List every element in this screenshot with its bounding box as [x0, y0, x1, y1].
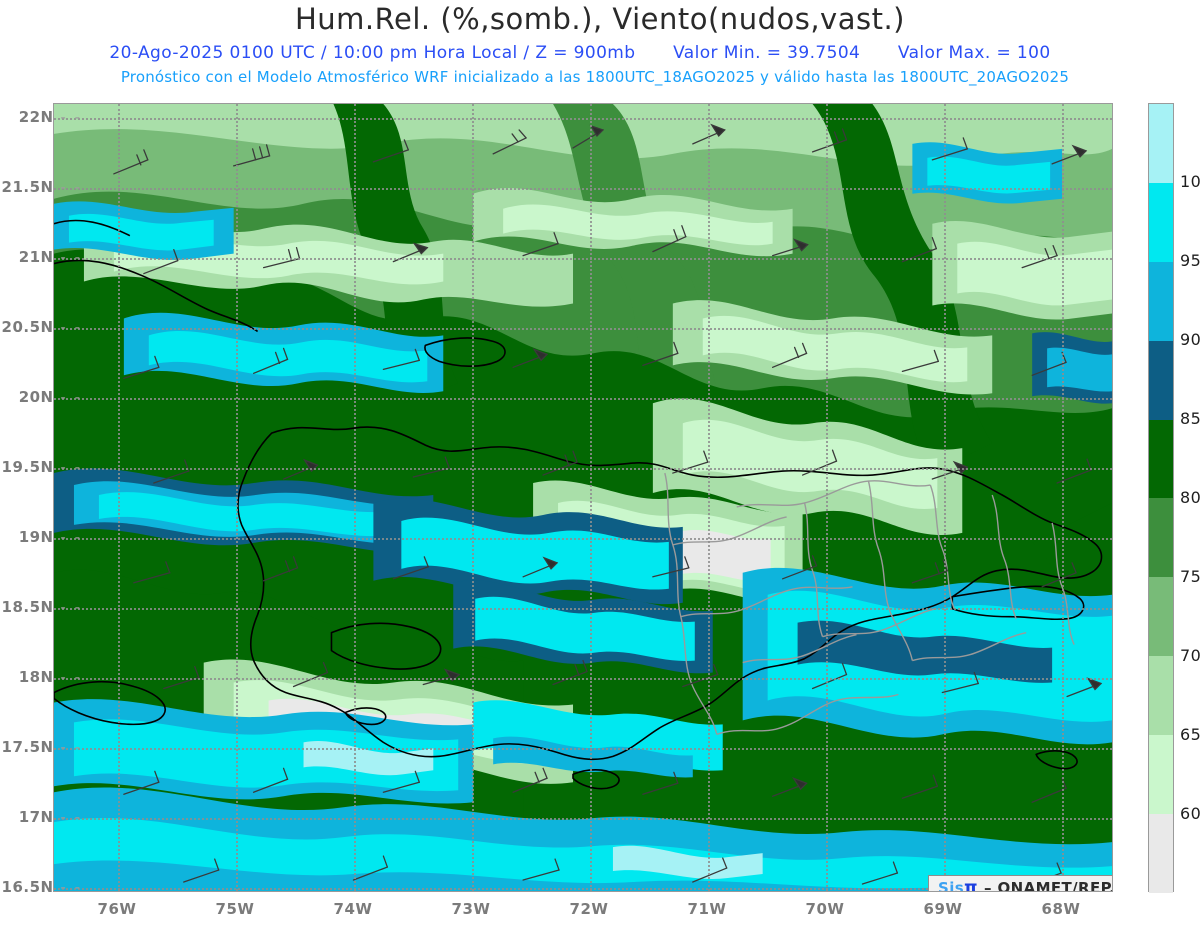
y-tick-label: 22N - - — [18, 108, 82, 126]
y-tick-label: 21.5N - - — [1, 178, 82, 196]
y-tick-label: 17N - - — [18, 808, 82, 826]
colorbar-band — [1149, 735, 1173, 815]
x-tick-label: 75W — [215, 900, 255, 918]
y-tick-label: 18N - - — [18, 668, 82, 686]
colorbar-tick-label: 100 — [1180, 172, 1200, 191]
y-tick-label: 19N - - — [18, 528, 82, 546]
y-tick-label: 19.5N - - — [1, 458, 82, 476]
colorbar-tick-label: 70 — [1180, 646, 1200, 665]
value-min: Valor Min. = 39.7504 — [673, 43, 861, 63]
forecast-datetime: 20-Ago-2025 0100 UTC / 10:00 pm Hora Loc… — [109, 43, 636, 63]
x-tick-label: 69W — [923, 900, 963, 918]
colorbar-band — [1149, 261, 1173, 341]
logo-pi-icon: π — [964, 878, 978, 892]
colorbar-tick-label: 80 — [1180, 488, 1200, 507]
colorbar-band — [1149, 419, 1173, 499]
y-tick-label: 17.5N - - — [1, 738, 82, 756]
y-tick-label: 21N - - — [18, 248, 82, 266]
header-subline-2: Pronóstico con el Modelo Atmosférico WRF… — [120, 68, 1070, 86]
value-max: Valor Max. = 100 — [897, 43, 1051, 63]
humidity-contour-svg — [54, 104, 1112, 891]
x-tick-label: 74W — [333, 900, 373, 918]
y-tick-label: 20.5N - - — [1, 318, 82, 336]
y-tick-label: 18.5N - - — [1, 598, 82, 616]
x-tick-label: 70W — [805, 900, 845, 918]
x-tick-label: 71W — [687, 900, 727, 918]
logo-sis-text: Sis — [938, 879, 965, 892]
colorbar — [1148, 103, 1174, 893]
colorbar-band — [1149, 577, 1173, 657]
colorbar-band — [1149, 340, 1173, 420]
chart-header: Hum.Rel. (%,somb.), Viento(nudos,vast.) … — [0, 0, 1200, 95]
colorbar-band — [1149, 656, 1173, 736]
colorbar-band — [1149, 104, 1173, 183]
colorbar-band — [1149, 814, 1173, 893]
x-tick-label: 76W — [97, 900, 137, 918]
logo-org-text: – ONAMET/REP.DOM. — [983, 879, 1113, 892]
colorbar-tick-label: 75 — [1180, 567, 1200, 586]
header-subline-1: 20-Ago-2025 0100 UTC / 10:00 pm Hora Loc… — [0, 43, 1160, 63]
colorbar-tick-label: 95 — [1180, 251, 1200, 270]
colorbar-tick-label: 60 — [1180, 804, 1200, 823]
colorbar-tick-label: 65 — [1180, 725, 1200, 744]
colorbar-tick-label: 90 — [1180, 330, 1200, 349]
colorbar-tick-label: 85 — [1180, 409, 1200, 428]
colorbar-band — [1149, 182, 1173, 262]
humidity-shaded-field — [54, 104, 1112, 891]
y-tick-label: 20N - - — [18, 388, 82, 406]
x-tick-label: 68W — [1041, 900, 1081, 918]
page-title: Hum.Rel. (%,somb.), Viento(nudos,vast.) — [295, 2, 905, 36]
x-tick-label: 72W — [569, 900, 609, 918]
colorbar-band — [1149, 498, 1173, 578]
y-tick-label: 16.5N - - — [1, 878, 82, 896]
x-tick-label: 73W — [451, 900, 491, 918]
